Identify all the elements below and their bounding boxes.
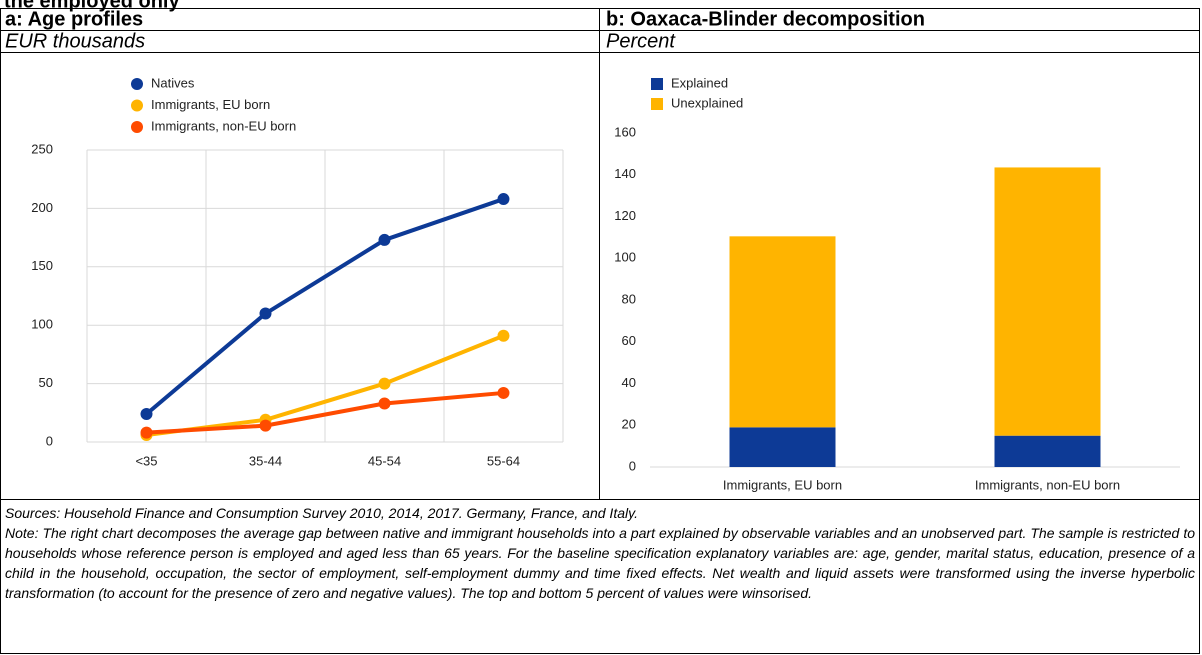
point: [140, 426, 153, 439]
legend-marker: [651, 78, 663, 90]
point: [497, 386, 510, 399]
x-tick-label: 55-64: [487, 453, 520, 468]
series-line: [146, 390, 504, 435]
series-line: [145, 197, 505, 416]
bar-segment: [994, 435, 1101, 467]
note: Note: The right chart decomposes the ave…: [5, 525, 1195, 601]
notes: Sources: Household Finance and Consumpti…: [0, 500, 1200, 654]
y-tick-label: 80: [622, 291, 636, 306]
legend-label: Unexplained: [671, 95, 743, 110]
legend-label: Explained: [671, 75, 728, 90]
y-tick-label: 140: [614, 166, 636, 181]
panel-subtitle: Percent: [606, 30, 676, 52]
figure: the employed only a: Age profiles EUR th…: [0, 0, 1200, 500]
legend-label: Natives: [151, 75, 195, 90]
legend-marker: [131, 121, 143, 133]
point: [259, 419, 272, 432]
bar-segment: [729, 427, 836, 467]
x-tick-label: 45-54: [368, 453, 401, 468]
x-tick-label: Immigrants, EU born: [723, 477, 842, 492]
point: [378, 233, 391, 246]
point: [497, 193, 510, 206]
panel-title: a: Age profiles: [5, 8, 143, 30]
panel-title: b: Oaxaca-Blinder decomposition: [606, 8, 925, 30]
legend-marker: [131, 78, 143, 90]
legend-marker: [651, 98, 663, 110]
y-tick-label: 160: [614, 124, 636, 139]
point: [378, 377, 391, 390]
y-tick-label: 20: [622, 417, 636, 432]
sources: Sources: Household Finance and Consumpti…: [5, 505, 638, 521]
legend-marker: [131, 99, 143, 112]
point: [497, 329, 510, 342]
y-tick-label: 120: [614, 208, 636, 223]
y-tick-label: 60: [622, 333, 636, 348]
x-tick-label: Immigrants, non-EU born: [975, 477, 1120, 492]
bar-segment: [729, 236, 836, 428]
y-tick-label: 40: [622, 375, 636, 390]
panel-subtitle: EUR thousands: [5, 30, 145, 52]
y-tick-label: 0: [629, 458, 636, 473]
bar-segment: [994, 167, 1101, 436]
x-tick-label: <35: [135, 453, 157, 468]
point: [378, 397, 391, 410]
y-tick-label: 200: [31, 200, 53, 215]
y-tick-label: 100: [614, 250, 636, 265]
y-tick-label: 0: [46, 433, 53, 448]
y-tick-label: 250: [31, 141, 53, 156]
legend-label: Immigrants, EU born: [151, 97, 270, 112]
x-tick-label: 35-44: [249, 453, 282, 468]
point: [259, 307, 272, 320]
figure-title: the employed only: [4, 0, 180, 12]
y-tick-label: 100: [31, 317, 53, 332]
legend-label: Immigrants, non-EU born: [151, 118, 296, 133]
y-tick-label: 50: [39, 375, 53, 390]
point: [140, 407, 153, 420]
y-tick-label: 150: [31, 258, 53, 273]
